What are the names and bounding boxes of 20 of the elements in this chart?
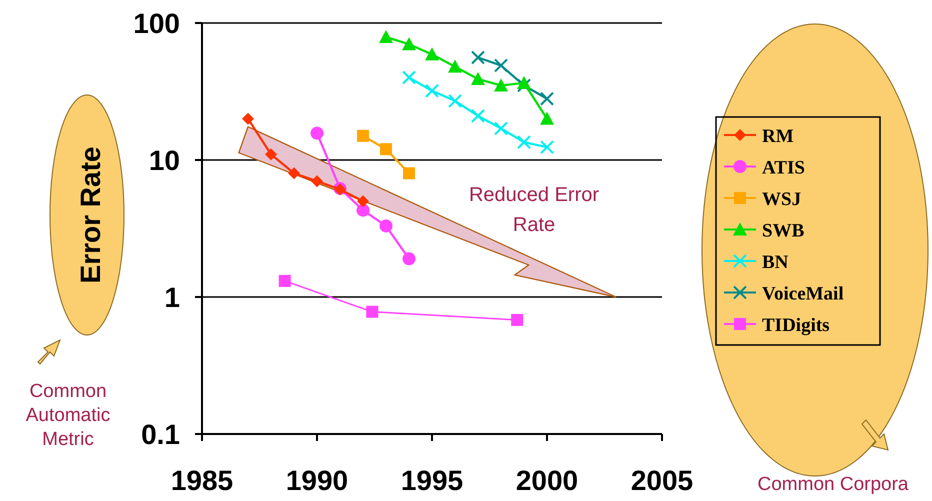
x-tick-label: 1995 (400, 465, 464, 496)
annotation: Reduced Error Rate (468, 184, 600, 236)
legend-label: WSJ (762, 189, 802, 210)
y-tick-label: 100 (133, 8, 180, 39)
legend-label: VoiceMail (762, 284, 844, 304)
legend-label: ATIS (762, 158, 805, 178)
legend-label: BN (762, 252, 789, 273)
legend-label: SWB (762, 220, 805, 242)
legend-label: TIDigits (762, 315, 830, 336)
text: Common Corpora (758, 474, 909, 495)
x-tick-label: 2005 (630, 465, 694, 496)
y-tick-label: 1 (164, 282, 180, 313)
x-tick-label: 2000 (516, 465, 578, 496)
text: Common Automatic Metric (26, 381, 110, 450)
y-tick-label: 10 (148, 145, 180, 176)
x-tick-label: 1985 (170, 465, 234, 496)
y-axis-title: Error Rate (75, 146, 106, 284)
y-tick-label: 0.1 (141, 419, 180, 450)
legend-label: RM (762, 126, 794, 147)
x-tick-label: 1990 (286, 465, 348, 496)
